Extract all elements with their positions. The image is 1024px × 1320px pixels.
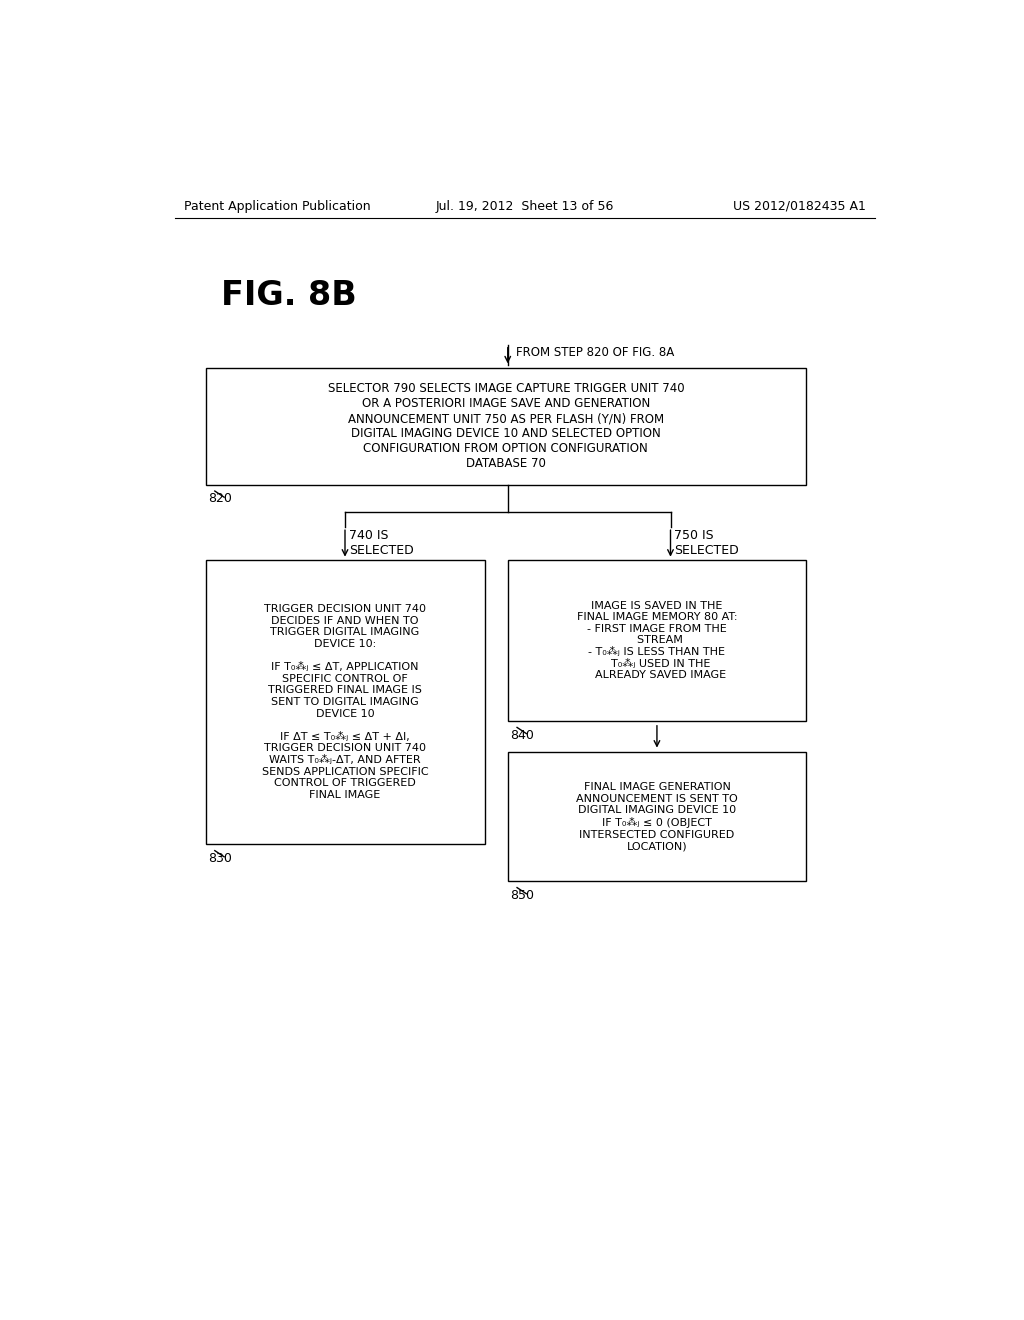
Bar (508, 560, 806, 721)
Text: FINAL IMAGE GENERATION
ANNOUNCEMENT IS SENT TO
DIGITAL IMAGING DEVICE 10
IF T₀⁂ⱼ: FINAL IMAGE GENERATION ANNOUNCEMENT IS S… (577, 783, 738, 851)
Text: SELECTOR 790 SELECTS IMAGE CAPTURE TRIGGER UNIT 740
OR A POSTERIORI IMAGE SAVE A: SELECTOR 790 SELECTS IMAGE CAPTURE TRIGG… (328, 383, 684, 470)
Bar (206, 368, 806, 484)
Text: 830: 830 (208, 851, 231, 865)
Text: Patent Application Publication: Patent Application Publication (183, 199, 371, 213)
Bar (508, 752, 806, 882)
Bar (206, 560, 484, 845)
Text: Jul. 19, 2012  Sheet 13 of 56: Jul. 19, 2012 Sheet 13 of 56 (435, 199, 614, 213)
Text: US 2012/0182435 A1: US 2012/0182435 A1 (733, 199, 866, 213)
Text: 740 IS
SELECTED: 740 IS SELECTED (349, 529, 414, 557)
Text: FIG. 8B: FIG. 8B (221, 279, 356, 312)
Text: IMAGE IS SAVED IN THE
FINAL IMAGE MEMORY 80 AT:
- FIRST IMAGE FROM THE
  STREAM
: IMAGE IS SAVED IN THE FINAL IMAGE MEMORY… (577, 601, 737, 680)
Text: 820: 820 (208, 492, 231, 506)
Text: TRIGGER DECISION UNIT 740
DECIDES IF AND WHEN TO
TRIGGER DIGITAL IMAGING
DEVICE : TRIGGER DECISION UNIT 740 DECIDES IF AND… (262, 605, 428, 800)
Text: 750 IS
SELECTED: 750 IS SELECTED (675, 529, 739, 557)
Text: 840: 840 (510, 729, 534, 742)
Text: FROM STEP 820 OF FIG. 8A: FROM STEP 820 OF FIG. 8A (515, 346, 674, 359)
Text: 850: 850 (510, 888, 535, 902)
